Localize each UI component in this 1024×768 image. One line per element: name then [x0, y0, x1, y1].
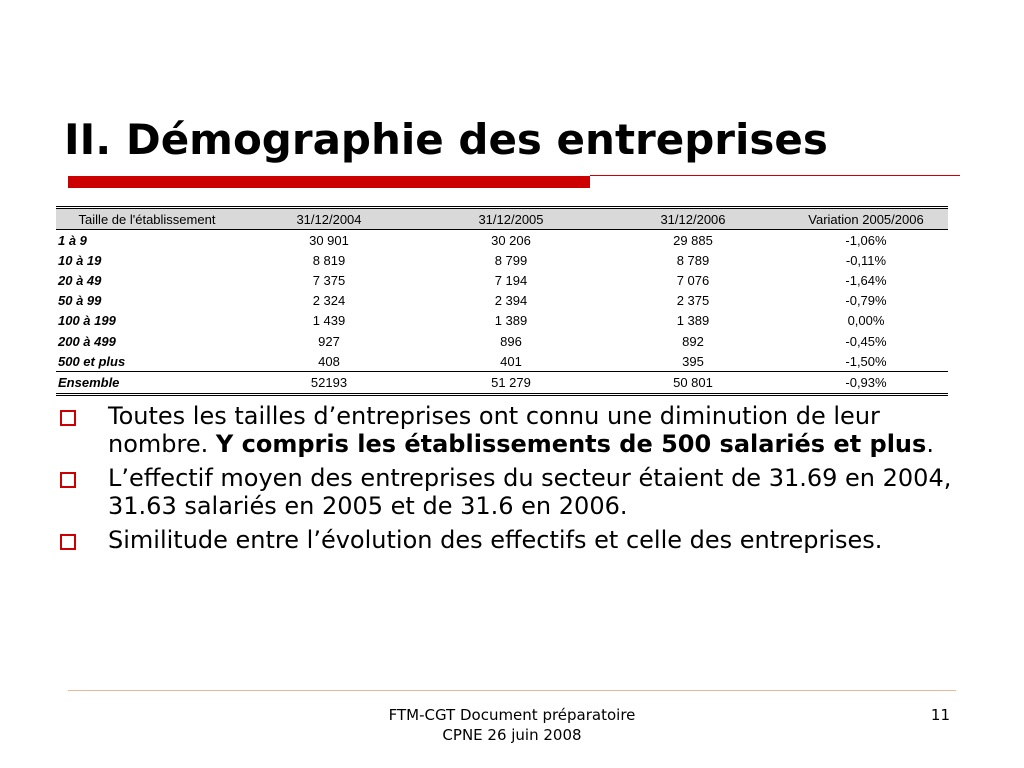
table-row: 500 et plus 408 401 395 -1,50% — [56, 351, 948, 372]
table-header-2006: 31/12/2006 — [602, 206, 784, 230]
table-cell-size: 200 à 499 — [58, 333, 116, 349]
bullet-list: Toutes les tailles d’entreprises ont con… — [60, 402, 960, 560]
table-cell: 29 885 — [673, 232, 713, 248]
table-cell: 7 194 — [494, 272, 528, 288]
square-bullet-icon — [60, 472, 76, 488]
table-cell: 896 — [500, 333, 522, 349]
bullet-text: L’effectif moyen des entreprises du sect… — [108, 464, 952, 520]
bullet-item: Toutes les tailles d’entreprises ont con… — [60, 402, 960, 458]
square-bullet-icon — [60, 410, 76, 426]
table-header-size: Taille de l'établissement — [56, 206, 238, 230]
footer: FTM-CGT Document préparatoire CPNE 26 ju… — [312, 705, 712, 745]
slide-title: II. Démographie des entreprises — [64, 115, 828, 164]
table-cell: 50 801 — [602, 371, 784, 396]
title-underline-bar — [68, 176, 590, 188]
table-header-2005: 31/12/2005 — [420, 206, 602, 230]
table-cell: 7 076 — [676, 272, 710, 288]
bullet-text: Similitude entre l’évolution des effecti… — [108, 526, 883, 554]
page-number: 11 — [930, 706, 950, 724]
table-cell: 8 789 — [676, 252, 710, 268]
table-header-variation: Variation 2005/2006 — [784, 206, 948, 230]
table-cell: 2 324 — [312, 293, 346, 309]
table-cell: 7 375 — [312, 272, 346, 288]
square-bullet-icon — [60, 534, 76, 550]
table-cell-size: 100 à 199 — [58, 313, 116, 329]
table-total-row: Ensemble 52193 51 279 50 801 -0,93% — [56, 371, 948, 396]
table-cell: 30 901 — [309, 232, 349, 248]
enterprise-demography-table: Taille de l'établissement 31/12/2004 31/… — [56, 206, 948, 396]
table-cell: 8 799 — [494, 252, 528, 268]
table-cell: 8 819 — [312, 252, 346, 268]
bullet-text-end: . — [926, 430, 934, 458]
table-cell-size: 20 à 49 — [58, 272, 102, 288]
table-cell: 1 439 — [312, 313, 346, 329]
table-cell: 2 394 — [494, 293, 528, 309]
table-cell: 1 389 — [676, 313, 710, 329]
table-cell: 927 — [318, 333, 340, 349]
title-underline-rule — [590, 175, 960, 176]
table-cell: 892 — [682, 333, 704, 349]
table-cell: 2 375 — [676, 293, 710, 309]
bullet-text-bold: Y compris les établissements de 500 sala… — [215, 430, 927, 458]
table-cell: -1,50% — [845, 353, 887, 369]
bullet-item: Similitude entre l’évolution des effecti… — [60, 526, 960, 554]
table-row: 200 à 499 927 896 892 -0,45% — [56, 331, 948, 351]
table-header-row: Taille de l'établissement 31/12/2004 31/… — [56, 206, 948, 230]
table-cell: 51 279 — [420, 371, 602, 396]
table-cell: -0,11% — [845, 252, 887, 268]
table-cell: 408 — [318, 353, 340, 369]
footer-line-1: FTM-CGT Document préparatoire — [388, 706, 636, 724]
table-cell: 1 389 — [494, 313, 528, 329]
table-cell: -1,64% — [845, 272, 887, 288]
table-cell: 52193 — [238, 371, 420, 396]
table-cell: 395 — [682, 353, 704, 369]
table-cell-size: Ensemble — [56, 371, 238, 396]
table-cell-size: 10 à 19 — [58, 252, 102, 268]
footer-divider — [68, 690, 956, 691]
bullet-text: Toutes les tailles d’entreprises ont con… — [108, 402, 880, 458]
footer-line-2: CPNE 26 juin 2008 — [442, 726, 582, 744]
table-row: 50 à 99 2 324 2 394 2 375 -0,79% — [56, 291, 948, 311]
table-cell: -0,45% — [845, 333, 887, 349]
bullet-item: L’effectif moyen des entreprises du sect… — [60, 464, 960, 520]
table-cell: -0,93% — [784, 371, 948, 396]
table-cell: 30 206 — [491, 232, 531, 248]
table-cell: -1,06% — [845, 232, 887, 248]
table-cell-size: 500 et plus — [58, 353, 126, 369]
table-row: 100 à 199 1 439 1 389 1 389 0,00% — [56, 311, 948, 331]
table-cell-size: 50 à 99 — [58, 293, 102, 309]
table-cell-size: 1 à 9 — [58, 232, 87, 248]
table-row: 1 à 9 30 901 30 206 29 885 -1,06% — [56, 230, 948, 251]
table-cell: -0,79% — [845, 293, 887, 309]
table-header-2004: 31/12/2004 — [238, 206, 420, 230]
table-row: 20 à 49 7 375 7 194 7 076 -1,64% — [56, 270, 948, 290]
table-row: 10 à 19 8 819 8 799 8 789 -0,11% — [56, 250, 948, 270]
table-cell: 0,00% — [847, 313, 885, 329]
table-cell: 401 — [500, 353, 522, 369]
